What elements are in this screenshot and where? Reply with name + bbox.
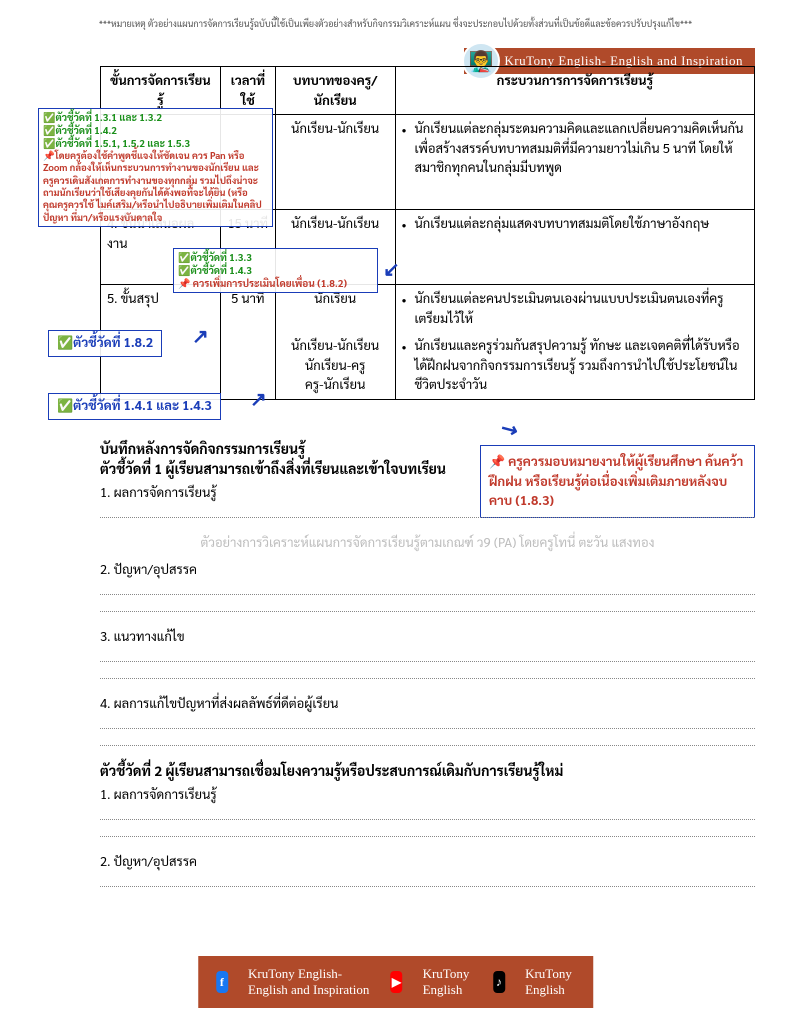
anno-line: ✅ตัวชี้วัดที่ 1.4.3 [178, 264, 373, 277]
cell-role: นักเรียน-นักเรียน นักเรียน-ครู ครู-นักเร… [275, 332, 395, 399]
cell-role: นักเรียน-นักเรียน [275, 115, 395, 210]
note-item: 1. ผลการจัดการเรียนรู้ [100, 786, 755, 803]
top-note: ***หมายเหตุ ตัวอย่างแผนการจัดการเรียนรู้… [0, 0, 791, 36]
tiktok-icon: ♪ [493, 971, 505, 993]
notes-section: บันทึกหลังการจัดกิจกรรมการเรียนรู้ ตัวชี… [100, 440, 755, 903]
anno-line: ✅ตัวชี้วัดที่ 1.3.3 [178, 251, 373, 264]
footer-bar: f KruTony English- English and Inspirati… [198, 956, 594, 1008]
watermark-text: ตัวอย่างการวิเคราะห์แผนการจัดการเรียนรู้… [100, 534, 755, 551]
note-item: 3. แนวทางแก้ไข [100, 628, 755, 645]
proc-text: นักเรียนและครูร่วมกันสรุปความรู้ ทักษะ แ… [402, 336, 748, 395]
cell-proc: นักเรียนแต่ละกลุ่มระดมความคิดและแลกเปลี่… [395, 115, 754, 210]
footer-yt-text: KruTony English [423, 966, 473, 998]
annotation-box-3: ✅ตัวชี้วัดที่ 1.8.2 [48, 330, 162, 357]
note-item: 4. ผลการแก้ไขปัญหาที่ส่งผลลัพธ์ที่ดีต่อผ… [100, 695, 755, 712]
cell-proc: นักเรียนแต่ละกลุ่มแสดงบทบาทสมมติโดยใช้ภา… [395, 210, 754, 285]
arrow-icon: ↘ [495, 413, 523, 444]
anno-line: ✅ตัวชี้วัดที่ 1.4.2 [43, 124, 268, 137]
anno-line: ✅ตัวชี้วัดที่ 1.8.2 [57, 334, 153, 351]
annotation-box-1: ✅ตัวชี้วัดที่ 1.3.1 และ 1.3.2 ✅ตัวชี้วัด… [38, 108, 273, 227]
anno-line: ✅ตัวชี้วัดที่ 1.3.1 และ 1.3.2 [43, 111, 268, 124]
th-proc: กระบวนการการจัดการเรียนรู้ [395, 67, 754, 115]
anno-line: 📌โดยครูต้องใช้คำพูดชี้แจงให้ชัดเจน ควร P… [43, 150, 268, 224]
arrow-icon: ↙ [383, 255, 400, 281]
annotation-box-2: ✅ตัวชี้วัดที่ 1.3.3 ✅ตัวชี้วัดที่ 1.4.3 … [173, 248, 378, 293]
cell-proc: นักเรียนและครูร่วมกันสรุปความรู้ ทักษะ แ… [395, 332, 754, 399]
anno-line: 📌 ควรเพิ่มการประเมินโดยเพื่อน (1.8.2) [178, 277, 373, 290]
indicator-1-title: ตัวชี้วัดที่ 1 ผู้เรียนสามารถเข้าถึงสิ่ง… [100, 460, 755, 478]
footer-tk-text: KruTony English [525, 966, 575, 998]
annotation-box-4: ✅ตัวชี้วัดที่ 1.4.1 และ 1.4.3 [48, 393, 221, 420]
anno-line: ✅ตัวชี้วัดที่ 1.4.1 และ 1.4.3 [57, 397, 212, 414]
indicator-2-title: ตัวชี้วัดที่ 2 ผู้เรียนสามารถเชื่อมโยงคว… [100, 762, 755, 780]
note-item: 2. ปัญหา/อุปสรรค [100, 853, 755, 870]
note-item: 1. ผลการจัดการเรียนรู้ [100, 484, 755, 501]
facebook-icon: f [216, 971, 228, 993]
th-role: บทบาทของครู/นักเรียน [275, 67, 395, 115]
youtube-icon: ▶ [390, 971, 402, 993]
arrow-icon: ↗ [192, 322, 209, 348]
proc-text: นักเรียนแต่ละกลุ่มแสดงบทบาทสมมติโดยใช้ภา… [402, 214, 748, 234]
notes-header: บันทึกหลังการจัดกิจกรรมการเรียนรู้ [100, 440, 755, 458]
proc-text: นักเรียนแต่ละคนประเมินตนเองผ่านแบบประเมิ… [402, 289, 748, 328]
note-item: 2. ปัญหา/อุปสรรค [100, 561, 755, 578]
footer-fb-text: KruTony English- English and Inspiration [248, 966, 370, 998]
anno-line: ✅ตัวชี้วัดที่ 1.5.1, 1.5.2 และ 1.5.3 [43, 137, 268, 150]
arrow-icon: ↗ [250, 385, 267, 411]
cell-proc: นักเรียนแต่ละคนประเมินตนเองผ่านแบบประเมิ… [395, 285, 754, 333]
cell-time: 5 นาที [220, 285, 275, 400]
proc-text: นักเรียนแต่ละกลุ่มระดมความคิดและแลกเปลี่… [402, 119, 748, 178]
